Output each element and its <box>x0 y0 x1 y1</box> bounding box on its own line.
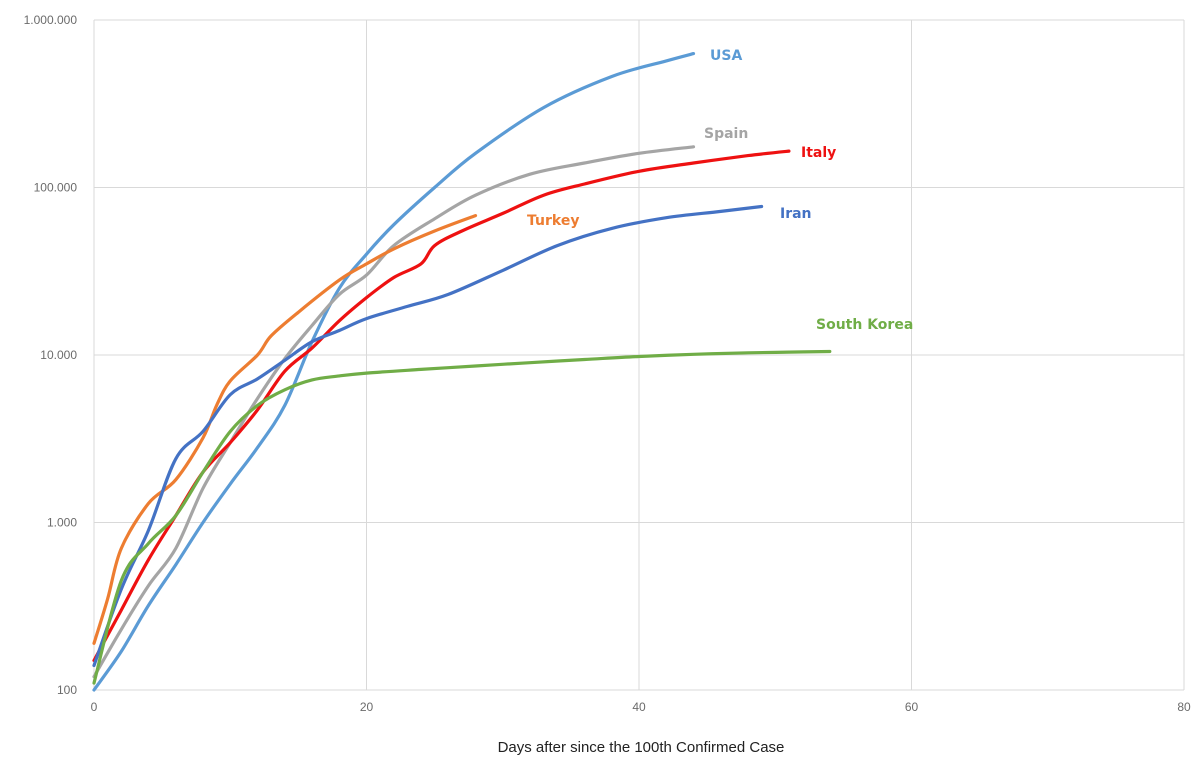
y-tick-label: 100.000 <box>34 181 78 195</box>
y-tick-label: 1.000 <box>47 516 77 530</box>
series-line-south-korea <box>92 349 832 685</box>
grid <box>93 19 1185 691</box>
series-line-turkey <box>92 214 478 645</box>
series-label-turkey: Turkey <box>527 213 579 229</box>
series-label-usa: USA <box>710 48 742 64</box>
series-line-iran <box>92 204 764 668</box>
series-label-iran: Iran <box>780 206 812 222</box>
series-label-italy: Italy <box>801 145 836 161</box>
series-label-south-korea: South Korea <box>816 317 913 333</box>
x-tick-label: 40 <box>632 700 646 714</box>
series-label-spain: Spain <box>704 126 748 142</box>
x-axis-label: Days after since the 100th Confirmed Cas… <box>498 739 785 756</box>
x-axis-ticks: 0 20 40 60 80 <box>91 700 1191 714</box>
x-tick-label: 0 <box>91 700 98 714</box>
x-tick-label: 80 <box>1177 700 1191 714</box>
series-lines <box>92 52 832 692</box>
y-tick-label: 100 <box>57 683 77 697</box>
series-labels: USA Spain Italy Turkey Iran South Korea <box>527 48 913 333</box>
y-axis-ticks: 100 1.000 10.000 100.000 1.000.000 <box>24 13 78 697</box>
x-tick-label: 20 <box>360 700 374 714</box>
series-line-spain <box>92 145 696 679</box>
x-tick-label: 60 <box>905 700 919 714</box>
y-tick-label: 10.000 <box>40 348 77 362</box>
y-tick-label: 1.000.000 <box>24 13 78 27</box>
